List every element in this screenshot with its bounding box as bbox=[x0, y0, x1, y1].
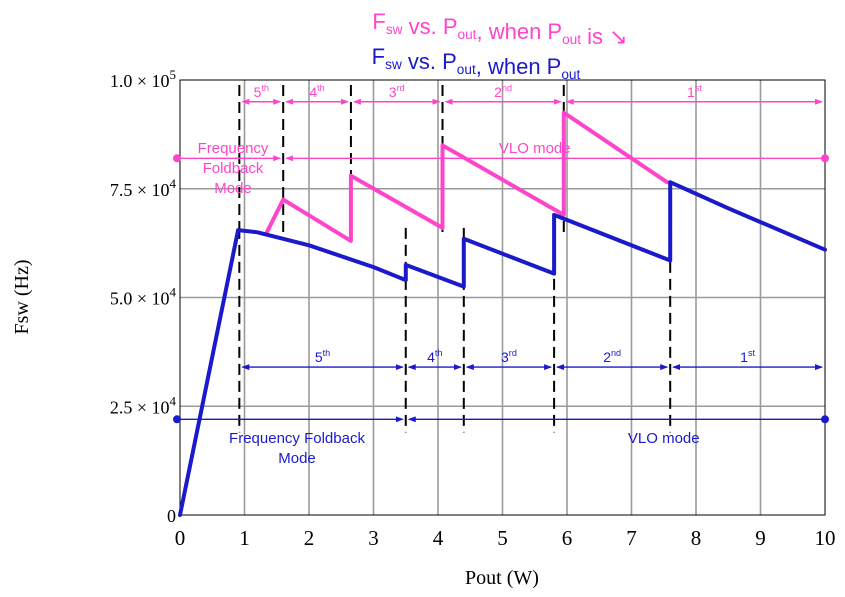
segment-label-decreasing: 4th bbox=[309, 83, 324, 100]
mode-label-left-decreasing: Mode bbox=[214, 180, 252, 197]
x-tick-labels: 0 1 2 3 4 5 6 7 8 9 10 bbox=[175, 526, 836, 550]
mode-label-left-increasing: Frequency Foldback bbox=[229, 430, 365, 447]
mode-label-left-increasing: Mode bbox=[278, 450, 316, 467]
segment-label-increasing: 4th bbox=[427, 348, 442, 365]
y-tick-label: 2.5 × 104 bbox=[110, 393, 177, 417]
segment-dividers bbox=[238, 85, 672, 433]
mode-label-left-decreasing: Frequency bbox=[198, 140, 269, 157]
segment-label-decreasing: 5th bbox=[254, 83, 269, 100]
y-tick-label: 1.0 × 105 bbox=[110, 67, 176, 91]
y-axis-label: Fsw (Hz) bbox=[11, 260, 33, 335]
x-tick-label: 5 bbox=[497, 526, 508, 550]
y-tick-label: 0 bbox=[167, 506, 176, 526]
chart-title-increasing: Fsw vs. Pout, when Pout bbox=[372, 44, 581, 82]
mode-label-right-decreasing: VLO mode bbox=[499, 140, 571, 157]
segment-label-increasing: 1st bbox=[740, 348, 755, 365]
x-tick-label: 6 bbox=[562, 526, 573, 550]
x-tick-label: 3 bbox=[368, 526, 379, 550]
series-line-decreasing bbox=[263, 110, 669, 243]
x-tick-label: 7 bbox=[626, 526, 637, 550]
mode-endpoint-increasing bbox=[821, 415, 829, 424]
mode-endpoint-decreasing bbox=[821, 154, 829, 163]
chart-title-decreasing: Fsw vs. Pout, when Pout is ↘ bbox=[372, 9, 627, 49]
mode-endpoint-increasing bbox=[173, 415, 181, 424]
y-tick-labels: 0 2.5 × 104 5.0 × 104 7.5 × 104 1.0 × 105 bbox=[110, 67, 177, 526]
mode-endpoint-decreasing bbox=[173, 154, 181, 163]
mode-label-left-decreasing: Foldback bbox=[203, 160, 264, 177]
x-tick-label: 0 bbox=[175, 526, 186, 550]
segment-label-increasing: 3rd bbox=[501, 348, 517, 365]
x-tick-label: 10 bbox=[815, 526, 836, 550]
x-tick-label: 1 bbox=[239, 526, 250, 550]
y-tick-label: 5.0 × 104 bbox=[110, 285, 177, 309]
x-tick-label: 2 bbox=[304, 526, 315, 550]
series-line-increasing bbox=[178, 180, 827, 517]
segment-label-decreasing: 2nd bbox=[494, 83, 512, 100]
plot-frame bbox=[179, 79, 826, 516]
mode-label-right-increasing: VLO mode bbox=[628, 430, 700, 447]
series-lines bbox=[178, 110, 827, 517]
segment-label-decreasing: 1st bbox=[687, 83, 702, 100]
mode-annotations: Frequency Foldback Mode VLO mode Frequency F… bbox=[173, 140, 829, 467]
x-tick-label: 4 bbox=[433, 526, 444, 550]
x-axis-label: Pout (W) bbox=[465, 567, 539, 589]
segment-label-increasing: 5th bbox=[315, 348, 330, 365]
x-tick-label: 9 bbox=[755, 526, 766, 550]
y-tick-label: 7.5 × 104 bbox=[110, 176, 177, 200]
segment-label-decreasing: 3rd bbox=[389, 83, 405, 100]
segment-annotations: 5th 4th 3rd 2nd 1st 5th 4th 3rd 2nd 1st bbox=[241, 83, 823, 371]
x-tick-label: 8 bbox=[691, 526, 702, 550]
grid bbox=[180, 80, 825, 515]
segment-label-increasing: 2nd bbox=[603, 348, 621, 365]
